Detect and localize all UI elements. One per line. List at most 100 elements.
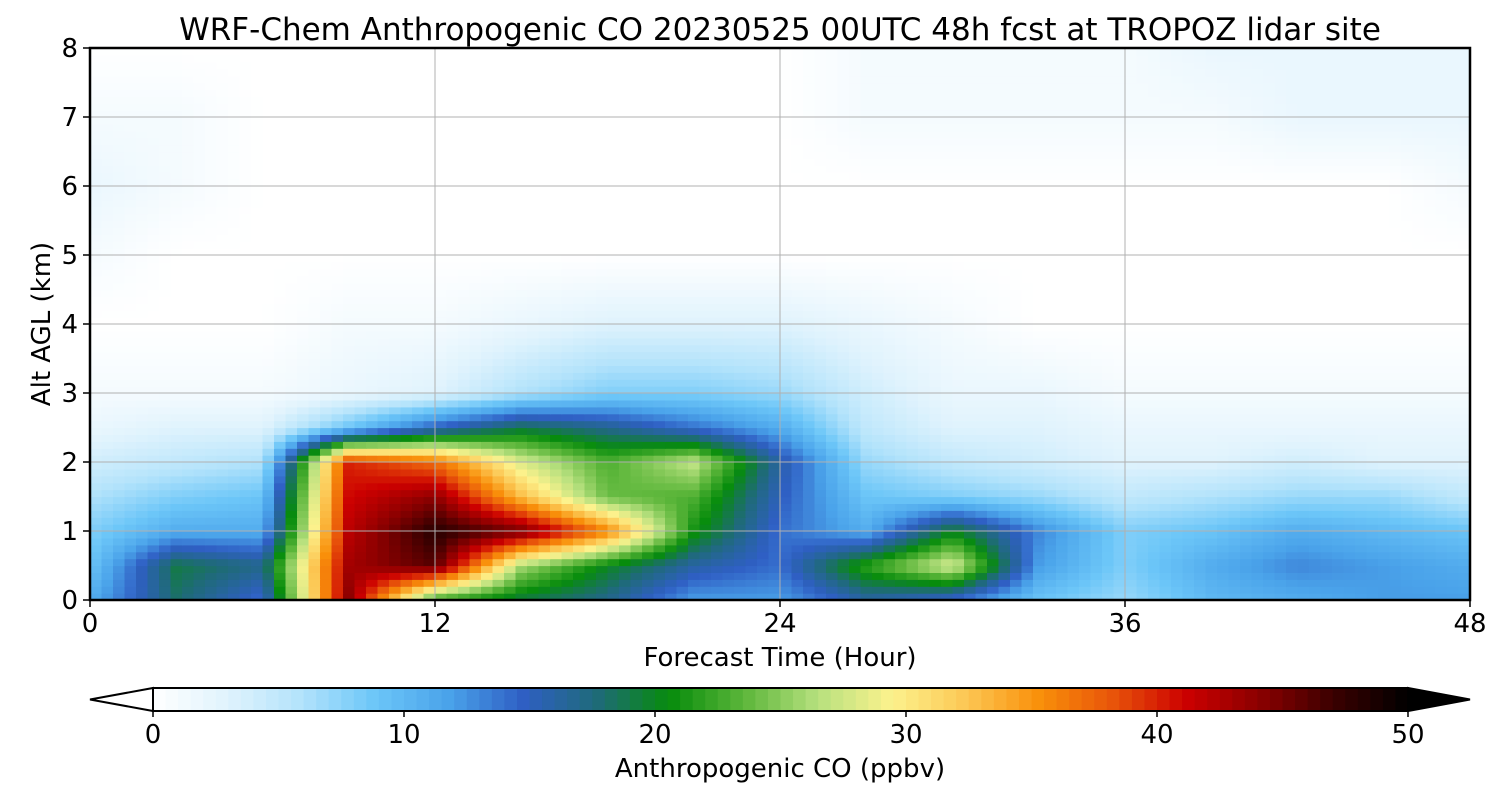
heatmap-cell	[216, 427, 229, 435]
heatmap-cell	[538, 531, 551, 539]
heatmap-cell	[757, 462, 770, 470]
heatmap-cell	[1125, 351, 1138, 360]
heatmap-cell	[504, 420, 517, 429]
heatmap-cell	[193, 482, 206, 491]
heatmap-cell	[1033, 434, 1046, 442]
heatmap-cell	[1320, 427, 1333, 435]
heatmap-cell	[711, 475, 724, 484]
heatmap-cell	[113, 586, 126, 594]
heatmap-cell	[1355, 399, 1368, 408]
heatmap-cell	[1205, 413, 1218, 422]
heatmap-cell	[515, 434, 528, 442]
heatmap-cell	[1435, 537, 1448, 546]
heatmap-cell	[791, 551, 804, 560]
heatmap-cell	[251, 448, 264, 456]
heatmap-cell	[757, 310, 770, 318]
heatmap-cell	[918, 420, 931, 429]
heatmap-cell	[619, 503, 632, 511]
heatmap-cell	[1309, 551, 1322, 560]
heatmap-cell	[550, 455, 563, 463]
heatmap-cell	[1458, 565, 1471, 573]
heatmap-cell	[1332, 379, 1345, 387]
heatmap-cell	[619, 317, 632, 325]
heatmap-cell	[239, 365, 252, 373]
heatmap-cell	[1320, 365, 1333, 373]
heatmap-cell	[182, 351, 195, 360]
heatmap-cell	[423, 448, 436, 456]
heatmap-cell	[504, 372, 517, 380]
heatmap-cell	[389, 544, 402, 553]
heatmap-cell	[1171, 379, 1184, 387]
heatmap-cell	[653, 572, 666, 580]
heatmap-cell	[1171, 358, 1184, 366]
heatmap-cell	[1102, 386, 1115, 394]
heatmap-cell	[423, 386, 436, 394]
heatmap-cell	[1033, 524, 1046, 532]
heatmap-cell	[711, 434, 724, 442]
heatmap-cell	[814, 399, 827, 408]
heatmap-cell	[872, 537, 885, 546]
heatmap-cell	[1102, 586, 1115, 594]
heatmap-cell	[458, 468, 471, 477]
heatmap-cell	[1113, 441, 1126, 449]
heatmap-cell	[1056, 482, 1069, 491]
heatmap-cell	[722, 406, 735, 415]
heatmap-cell	[285, 586, 298, 594]
heatmap-cell	[630, 558, 643, 567]
heatmap-cell	[1401, 455, 1414, 463]
heatmap-cell	[975, 586, 988, 594]
heatmap-cell	[400, 413, 413, 422]
heatmap-cell	[469, 330, 482, 339]
heatmap-cell	[561, 544, 574, 553]
heatmap-cell	[343, 441, 356, 449]
heatmap-cell	[1067, 344, 1080, 353]
heatmap-cell	[423, 358, 436, 366]
heatmap-cell	[1021, 468, 1034, 477]
heatmap-cell	[1458, 420, 1471, 429]
heatmap-cell	[1320, 551, 1333, 560]
heatmap-cell	[1217, 468, 1230, 477]
heatmap-cell	[711, 351, 724, 360]
heatmap-cell	[446, 544, 459, 553]
heatmap-cell	[1079, 468, 1092, 477]
heatmap-cell	[1355, 565, 1368, 573]
heatmap-cell	[676, 399, 689, 408]
heatmap-cell	[573, 351, 586, 360]
heatmap-cell	[285, 489, 298, 498]
heatmap-cell	[745, 434, 758, 442]
heatmap-cell	[492, 344, 505, 353]
heatmap-cell	[1125, 544, 1138, 553]
heatmap-cell	[929, 489, 942, 498]
heatmap-cell	[113, 551, 126, 560]
heatmap-cell	[814, 310, 827, 318]
heatmap-cell	[182, 324, 195, 332]
heatmap-cell	[423, 489, 436, 498]
heatmap-cell	[803, 565, 816, 573]
heatmap-cell	[1125, 593, 1138, 601]
heatmap-cell	[274, 365, 287, 373]
heatmap-cell	[308, 351, 321, 360]
heatmap-cell	[722, 517, 735, 525]
heatmap-cell	[1171, 462, 1184, 470]
heatmap-cell	[1412, 462, 1425, 470]
heatmap-cell	[711, 462, 724, 470]
heatmap-cell	[274, 551, 287, 560]
heatmap-cell	[941, 551, 954, 560]
heatmap-cell	[734, 531, 747, 539]
heatmap-cell	[550, 537, 563, 546]
heatmap-cell	[1044, 475, 1057, 484]
heatmap-cell	[446, 551, 459, 560]
heatmap-cell	[1171, 496, 1184, 504]
heatmap-cell	[1067, 531, 1080, 539]
heatmap-cell	[124, 565, 137, 573]
heatmap-cell	[469, 413, 482, 422]
heatmap-cell	[1389, 317, 1402, 325]
heatmap-cell	[1458, 441, 1471, 449]
heatmap-cell	[780, 482, 793, 491]
heatmap-cell	[1286, 544, 1299, 553]
heatmap-cell	[607, 524, 620, 532]
heatmap-cell	[895, 420, 908, 429]
heatmap-cell	[458, 386, 471, 394]
heatmap-cell	[722, 537, 735, 546]
heatmap-cell	[1343, 427, 1356, 435]
